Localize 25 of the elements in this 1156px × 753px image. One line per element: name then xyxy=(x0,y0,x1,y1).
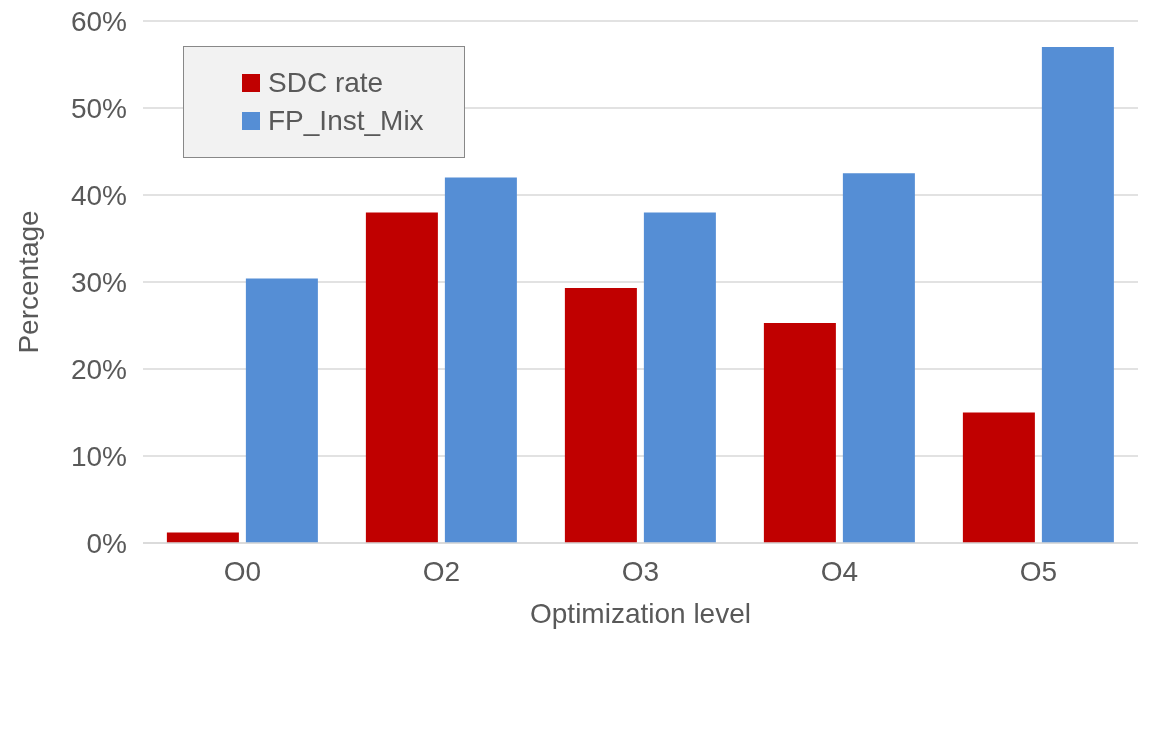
x-axis-title: Optimization level xyxy=(530,598,751,629)
y-tick-label: 50% xyxy=(70,92,127,124)
bar xyxy=(245,278,318,543)
bar xyxy=(1041,47,1114,543)
y-tick-label: 30% xyxy=(70,266,127,298)
y-tick-label: 10% xyxy=(70,440,127,472)
legend-label: SDC rate xyxy=(268,67,384,99)
y-tick-label: 60% xyxy=(70,5,127,37)
bar xyxy=(643,212,716,543)
bar xyxy=(763,322,836,543)
x-tick-label: O3 xyxy=(621,555,660,587)
bar xyxy=(444,177,517,543)
bar xyxy=(842,173,915,543)
x-tick-label: O0 xyxy=(223,555,262,587)
legend-label: FP_Inst_Mix xyxy=(268,105,424,137)
x-tick-label: O5 xyxy=(1019,555,1058,587)
y-tick-label: 0% xyxy=(86,527,127,559)
y-tick-label: 20% xyxy=(70,353,127,385)
x-tick-label: O4 xyxy=(820,555,859,587)
x-tick-label: O2 xyxy=(422,555,461,587)
bar xyxy=(962,412,1035,543)
bar xyxy=(365,212,438,543)
y-axis-title: Percentage xyxy=(12,210,44,354)
y-tick-label: 40% xyxy=(70,179,127,211)
bar xyxy=(564,288,637,543)
